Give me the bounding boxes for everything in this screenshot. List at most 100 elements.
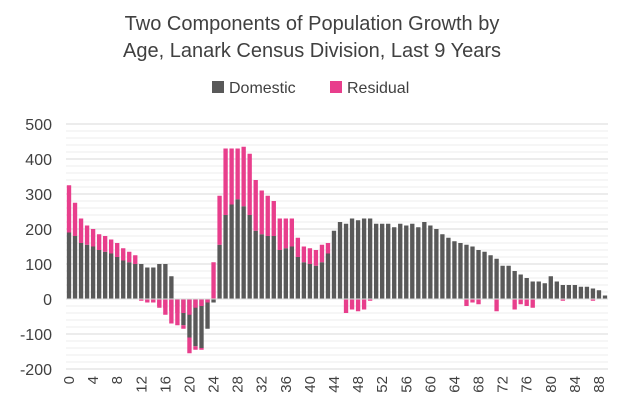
bar-residual bbox=[524, 299, 529, 306]
bar-domestic bbox=[530, 281, 535, 299]
bar-series bbox=[66, 146, 608, 354]
bar-domestic bbox=[199, 299, 204, 348]
bar-domestic bbox=[193, 299, 198, 347]
bar-residual bbox=[187, 299, 192, 315]
bar-domestic bbox=[145, 267, 150, 299]
bar-residual bbox=[84, 225, 90, 245]
bar-domestic bbox=[578, 286, 584, 299]
x-tick-label: 76 bbox=[519, 376, 536, 393]
bar-residual bbox=[313, 250, 319, 266]
bar-domestic bbox=[157, 264, 162, 299]
bar-domestic bbox=[102, 251, 108, 299]
bar-domestic bbox=[379, 223, 385, 299]
bar-domestic bbox=[512, 271, 517, 299]
bar-domestic bbox=[416, 227, 421, 299]
x-tick-label: 32 bbox=[254, 376, 271, 393]
bar-domestic bbox=[518, 274, 523, 299]
bar-residual bbox=[90, 229, 96, 247]
bar-residual bbox=[115, 243, 120, 257]
x-tick-label: 12 bbox=[133, 376, 150, 393]
bar-residual bbox=[181, 299, 186, 313]
bar-residual bbox=[265, 195, 270, 236]
bar-domestic bbox=[127, 262, 132, 299]
bar-domestic bbox=[84, 244, 90, 299]
bar-domestic bbox=[337, 222, 343, 299]
bar-domestic bbox=[259, 234, 264, 299]
bar-residual bbox=[72, 202, 78, 236]
bar-domestic bbox=[301, 262, 307, 299]
x-tick-label: 72 bbox=[495, 376, 512, 393]
bar-residual bbox=[121, 248, 126, 261]
bar-domestic bbox=[72, 236, 78, 299]
bar-domestic bbox=[482, 251, 487, 299]
bar-domestic bbox=[121, 260, 126, 299]
x-tick-label: 88 bbox=[591, 376, 608, 393]
bar-residual bbox=[211, 262, 216, 299]
bar-domestic bbox=[78, 243, 84, 299]
bar-domestic bbox=[488, 255, 493, 299]
bar-residual bbox=[259, 190, 264, 235]
bar-domestic bbox=[229, 204, 234, 299]
bar-domestic bbox=[90, 246, 96, 299]
legend: Domestic Residual bbox=[212, 80, 409, 97]
bar-domestic bbox=[253, 230, 258, 299]
y-tick-label: -100 bbox=[20, 327, 52, 344]
bar-residual bbox=[512, 299, 517, 310]
bar-domestic bbox=[235, 199, 240, 299]
x-axis-ticks: 0 4 8 12 16 20 24 28 32 36 40 44 48 52 56 60 64 68 72 76 80 8… bbox=[61, 376, 608, 393]
bar-residual bbox=[157, 299, 162, 306]
bar-domestic bbox=[584, 286, 590, 299]
bar-domestic bbox=[602, 295, 608, 299]
bar-residual bbox=[199, 348, 204, 350]
bar-domestic bbox=[289, 246, 295, 299]
bar-residual bbox=[464, 299, 469, 306]
bar-domestic bbox=[169, 276, 174, 299]
x-tick-label: 80 bbox=[543, 376, 560, 393]
bar-residual bbox=[307, 248, 313, 264]
bar-domestic bbox=[470, 246, 475, 299]
bar-domestic bbox=[295, 257, 301, 299]
bar-residual bbox=[229, 148, 234, 205]
bar-residual bbox=[217, 195, 222, 245]
bar-residual bbox=[277, 218, 282, 250]
bar-residual bbox=[470, 299, 475, 303]
legend-label-residual: Residual bbox=[347, 80, 409, 97]
bar-domestic bbox=[494, 258, 499, 299]
x-tick-label: 0 bbox=[61, 376, 78, 384]
bar-domestic bbox=[548, 276, 553, 299]
x-tick-label: 20 bbox=[181, 376, 198, 393]
bar-domestic bbox=[404, 225, 409, 299]
bar-domestic bbox=[500, 265, 505, 299]
bar-domestic bbox=[560, 285, 566, 299]
bar-domestic bbox=[349, 218, 355, 299]
bar-domestic bbox=[211, 299, 216, 303]
bar-domestic bbox=[392, 227, 397, 299]
bar-residual bbox=[108, 239, 114, 254]
bar-residual bbox=[193, 299, 198, 308]
bar-residual bbox=[241, 146, 246, 207]
bar-domestic bbox=[205, 299, 210, 329]
bar-domestic bbox=[367, 218, 373, 299]
bar-residual bbox=[169, 299, 174, 312]
bar-residual bbox=[295, 237, 301, 257]
bar-residual bbox=[518, 299, 523, 305]
gridlines bbox=[66, 123, 608, 370]
bar-domestic bbox=[452, 241, 457, 299]
y-tick-label: 400 bbox=[25, 152, 52, 169]
bar-residual bbox=[325, 243, 331, 254]
bar-domestic bbox=[163, 264, 168, 299]
bar-residual bbox=[319, 244, 325, 263]
bar-residual bbox=[301, 246, 307, 263]
bar-residual bbox=[235, 148, 240, 200]
y-tick-label: 0 bbox=[43, 292, 52, 309]
bar-domestic bbox=[133, 264, 138, 299]
bar-domestic bbox=[355, 220, 361, 299]
bar-domestic bbox=[66, 232, 72, 299]
bar-residual bbox=[133, 255, 138, 264]
bar-residual bbox=[343, 299, 349, 313]
legend-swatch-domestic bbox=[212, 81, 224, 93]
y-tick-label: -200 bbox=[20, 362, 52, 379]
bar-residual bbox=[355, 299, 361, 312]
bar-domestic bbox=[464, 244, 469, 299]
